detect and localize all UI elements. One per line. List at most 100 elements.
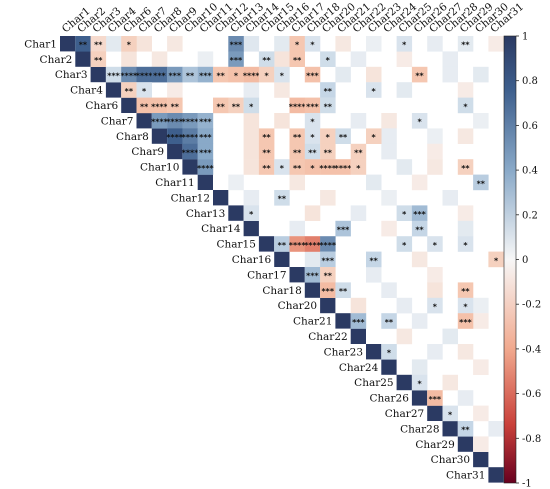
- diagonal-cell: [105, 82, 122, 98]
- heatmap-cell: [243, 66, 260, 83]
- heatmap-cell: [473, 174, 489, 191]
- colorbar-tick-label: 0.2: [522, 210, 538, 221]
- heatmap-cell: [197, 51, 214, 67]
- heatmap-cell: [274, 159, 290, 175]
- diagonal-cell: [197, 174, 213, 190]
- row-label: Char25: [354, 377, 393, 389]
- heatmap-cell: [366, 66, 382, 83]
- heatmap-cell: [427, 344, 443, 360]
- heatmap-cell: [320, 159, 336, 175]
- heatmap-cell: [396, 236, 413, 252]
- heatmap-cell: [335, 128, 351, 144]
- row-label: Char10: [140, 162, 179, 174]
- heatmap-cell: [289, 220, 305, 237]
- heatmap-cell: [228, 66, 244, 83]
- heatmap-cell: [366, 82, 382, 98]
- heatmap-cell: [243, 190, 260, 206]
- colorbar-tick-label: 0.8: [522, 76, 538, 87]
- heatmap-cell: [381, 128, 397, 144]
- heatmap-cell: [197, 159, 214, 175]
- significance-label: ****: [335, 164, 353, 173]
- significance-label: ****: [243, 72, 261, 81]
- heatmap-cell: [274, 36, 290, 52]
- significance-label: **: [339, 133, 348, 142]
- heatmap-cell: [243, 113, 260, 129]
- heatmap-cell: [488, 251, 504, 268]
- row-label: Char18: [262, 285, 301, 297]
- heatmap-cell: [427, 297, 443, 314]
- heatmap-cell: [381, 313, 397, 329]
- heatmap-cell: [258, 128, 275, 144]
- significance-label: **: [354, 149, 363, 158]
- heatmap-cell: [151, 51, 168, 67]
- diagonal-cell: [411, 390, 428, 406]
- significance-label: *: [402, 241, 407, 250]
- heatmap-cell: [289, 97, 305, 114]
- significance-label: *: [234, 72, 239, 81]
- row-label: Char3: [55, 69, 88, 81]
- heatmap-cell: [121, 36, 137, 52]
- heatmap-cell: [228, 97, 244, 114]
- heatmap-cell: [473, 297, 489, 314]
- row-label: Char15: [216, 239, 255, 251]
- diagonal-cell: [151, 128, 168, 144]
- heatmap-cell: [90, 36, 107, 52]
- significance-label: *: [372, 133, 377, 142]
- heatmap-cell: [258, 66, 275, 83]
- heatmap-cell: [197, 113, 214, 129]
- significance-label: ***: [306, 272, 319, 281]
- heatmap-cell: [121, 51, 137, 67]
- heatmap-cell: [411, 313, 428, 329]
- significance-label: ****: [304, 241, 322, 250]
- diagonal-cell: [228, 205, 244, 221]
- significance-label: ***: [337, 226, 350, 235]
- significance-label: *: [280, 72, 285, 81]
- heatmap-cell: [289, 159, 305, 175]
- diagonal-cell: [335, 313, 351, 329]
- significance-label: **: [415, 72, 424, 81]
- colorbar-tick-label: -0.8: [522, 434, 541, 445]
- significance-label: *: [417, 380, 422, 389]
- heatmap-cell: [366, 174, 382, 191]
- diagonal-cell: [167, 143, 183, 160]
- heatmap-cell: [167, 82, 183, 98]
- heatmap-cell: [105, 66, 122, 83]
- heatmap-cell: [457, 282, 474, 298]
- heatmap-cell: [381, 113, 397, 129]
- row-label: Char29: [415, 439, 454, 451]
- heatmap-cell: [350, 297, 367, 314]
- colorbar-gradient: [503, 35, 517, 484]
- significance-label: **: [293, 149, 302, 158]
- heatmap-cell: [427, 236, 443, 252]
- heatmap-cell: [350, 205, 367, 221]
- diagonal-cell: [289, 267, 305, 283]
- significance-label: *: [417, 118, 422, 127]
- heatmap-cell: [228, 174, 244, 191]
- significance-label: ***: [230, 56, 243, 65]
- heatmap-cell: [396, 82, 413, 98]
- significance-label: **: [461, 164, 470, 173]
- heatmap-cell: [213, 66, 229, 83]
- significance-label: ***: [199, 149, 212, 158]
- heatmap-cell: [304, 128, 321, 144]
- heatmap-cell: [289, 143, 305, 160]
- row-label: Char7: [101, 115, 134, 127]
- heatmap-cell: [411, 66, 428, 83]
- significance-label: **: [339, 287, 348, 296]
- heatmap-cell: [274, 236, 290, 252]
- heatmap-cell: [473, 113, 489, 129]
- heatmap-cell: [442, 328, 458, 345]
- heatmap-cell: [411, 374, 428, 391]
- heatmap-cell: [90, 51, 107, 67]
- significance-label: *: [310, 133, 315, 142]
- heatmap-cell: [473, 436, 489, 452]
- significance-label: **: [140, 102, 149, 111]
- heatmap-cell: [396, 159, 413, 175]
- row-label: Char13: [186, 208, 225, 220]
- heatmap-cell: [396, 297, 413, 314]
- heatmap-cell: [274, 190, 290, 206]
- colorbar-tick-label: 0.4: [522, 166, 538, 177]
- significance-label: **: [278, 195, 287, 204]
- heatmap-cell: [243, 159, 260, 175]
- significance-label: **: [262, 149, 271, 158]
